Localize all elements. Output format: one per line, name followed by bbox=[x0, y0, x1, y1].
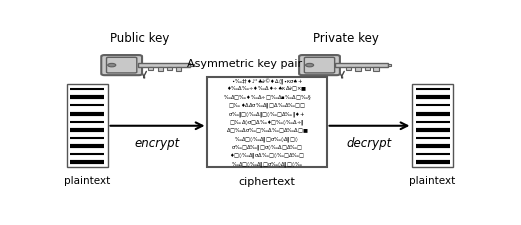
FancyBboxPatch shape bbox=[299, 55, 340, 75]
Bar bbox=[148, 67, 153, 70]
Text: ♦□◊‰$\Delta$‖σ$\Delta$‰□◊‰□$\Delta$‰□: ♦□◊‰$\Delta$‖σ$\Delta$‰□◊‰□$\Delta$‰□ bbox=[229, 151, 305, 160]
Text: ciphertext: ciphertext bbox=[239, 177, 295, 187]
Circle shape bbox=[306, 63, 314, 67]
FancyBboxPatch shape bbox=[304, 57, 334, 73]
Text: plaintext: plaintext bbox=[410, 176, 456, 186]
Text: $\bullet$‰‡†♦♪°$\clubsuit$∂©♦∆◊‖•κσ♠+: $\bullet$‰‡†♦♪°$\clubsuit$∂©♦∆◊‖•κσ♠+ bbox=[231, 76, 303, 86]
Bar bbox=[374, 67, 379, 71]
FancyBboxPatch shape bbox=[101, 55, 142, 75]
Bar bbox=[138, 63, 190, 67]
Text: encrypt: encrypt bbox=[135, 137, 180, 150]
Text: $\Delta$□‰$\Delta$σ‰□‰$\Delta$‰□$\Delta$‰$\Delta$□■: $\Delta$□‰$\Delta$σ‰□‰$\Delta$‰□$\Delta$… bbox=[226, 126, 308, 135]
Text: ‰$\Delta$□‰♦‰$\Delta$÷□‰$\Delta$▪‰$\Delta$□‰§: ‰$\Delta$□‰♦‰$\Delta$÷□‰$\Delta$▪‰$\Delt… bbox=[223, 93, 311, 102]
Text: Asymmetric key pair: Asymmetric key pair bbox=[187, 59, 302, 69]
Bar bbox=[355, 67, 361, 71]
Bar bbox=[190, 64, 193, 66]
Bar bbox=[176, 67, 181, 71]
Text: ‰$\Delta$□◊‰$\Delta$‖□σ‰◊$\Delta$‖□◊‰: ‰$\Delta$□◊‰$\Delta$‖□σ‰◊$\Delta$‖□◊‰ bbox=[231, 159, 303, 169]
Bar bbox=[346, 67, 351, 70]
Text: decrypt: decrypt bbox=[347, 137, 392, 150]
Text: ‰$\Delta$□◊‰$\Delta$‖□σ‰◊$\Delta$‖□◊: ‰$\Delta$□◊‰$\Delta$‖□σ‰◊$\Delta$‖□◊ bbox=[234, 134, 300, 144]
Bar bbox=[167, 67, 172, 70]
Text: σ‰□$\Delta$‰‖□σ◊‰$\Delta$□$\Delta$‰□: σ‰□$\Delta$‰‖□σ◊‰$\Delta$□$\Delta$‰□ bbox=[231, 142, 303, 152]
Bar bbox=[365, 67, 370, 70]
Text: □‰♦$\Delta\Delta$σ‰$\Delta$‖□$\Delta$‰$\Delta$‰□□: □‰♦$\Delta\Delta$σ‰$\Delta$‖□$\Delta$‰$\… bbox=[228, 101, 306, 110]
FancyBboxPatch shape bbox=[106, 57, 137, 73]
Bar bbox=[336, 63, 388, 67]
Text: Public key: Public key bbox=[110, 32, 169, 45]
Text: ♦‰$\Delta$‰÷♦‰$\Delta$♦÷♠κ$\Delta$∂□×■: ♦‰$\Delta$‰÷♦‰$\Delta$♦÷♠κ$\Delta$∂□×■ bbox=[227, 85, 307, 93]
Bar bbox=[413, 84, 453, 167]
Text: Private key: Private key bbox=[313, 32, 379, 45]
Text: σ‰‖□◊‰$\Delta$‖□◊‰□$\Delta$‰‖♦+: σ‰‖□◊‰$\Delta$‖□◊‰□$\Delta$‰‖♦+ bbox=[228, 109, 306, 119]
Bar bbox=[67, 84, 107, 167]
Bar bbox=[207, 77, 327, 167]
Text: plaintext: plaintext bbox=[64, 176, 110, 186]
Text: □‰$\Delta$◊σ□$\Delta$‰♦□‰◊‰$\Delta$÷‖: □‰$\Delta$◊σ□$\Delta$‰♦□‰◊‰$\Delta$÷‖ bbox=[229, 117, 305, 127]
Bar bbox=[158, 67, 163, 71]
Bar bbox=[388, 64, 391, 66]
Circle shape bbox=[108, 63, 116, 67]
